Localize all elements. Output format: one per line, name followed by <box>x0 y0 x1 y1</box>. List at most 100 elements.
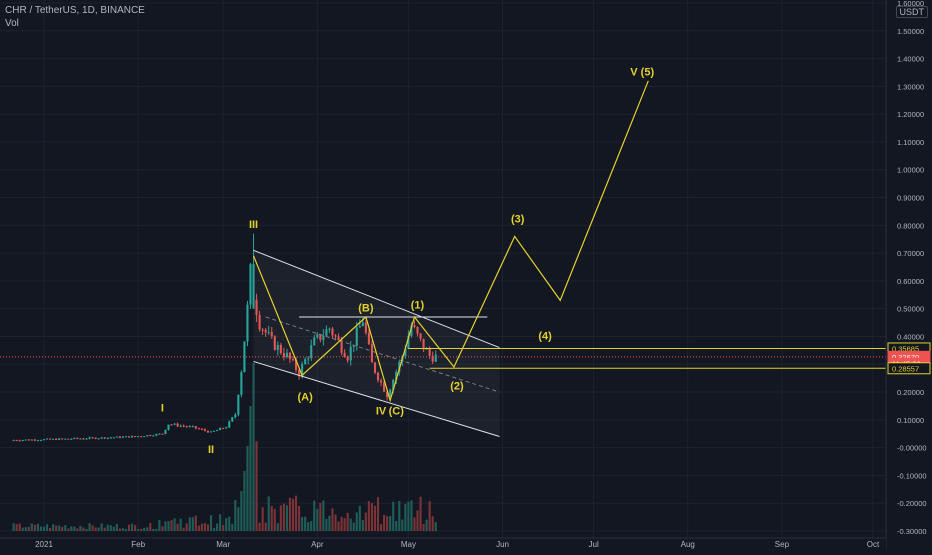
candle-body <box>219 427 222 431</box>
candle-body <box>55 438 58 440</box>
volume-indicator-label[interactable]: Vol <box>5 18 19 29</box>
price-badge-label: 0.35685 <box>892 344 919 353</box>
dashed-trend-line[interactable] <box>265 316 500 393</box>
wave-label[interactable]: V (5) <box>630 66 654 78</box>
y-tick-label: 1.60000 <box>897 0 924 8</box>
y-tick-label: 1.10000 <box>897 138 924 147</box>
wave-label[interactable]: III <box>249 219 258 231</box>
candle-body <box>410 325 413 337</box>
candle-body <box>349 346 352 361</box>
volume-bar <box>316 508 319 531</box>
candle-body <box>185 426 188 428</box>
x-tick-label: Jun <box>496 540 509 549</box>
volume-bar <box>170 520 173 531</box>
volume-bar <box>61 526 64 531</box>
candle-body <box>49 438 52 440</box>
volume-bar <box>407 501 410 531</box>
candle-body <box>140 436 143 438</box>
candle-body <box>158 433 161 435</box>
volume-bar <box>161 526 164 531</box>
volume-bar <box>276 523 279 531</box>
y-tick-label: 0.60000 <box>897 277 924 286</box>
channel-line[interactable] <box>253 361 500 437</box>
candle-body <box>21 440 24 442</box>
volume-bar <box>367 501 370 531</box>
volume-bar <box>401 519 404 531</box>
candle-body <box>97 438 100 440</box>
candle-body <box>194 426 197 429</box>
candle-body <box>304 359 307 365</box>
currency-badge[interactable]: USDT <box>895 6 928 18</box>
candle-body <box>322 335 325 340</box>
candle-body <box>288 352 292 360</box>
candle-body <box>352 345 355 347</box>
x-tick-label: Oct <box>867 540 880 549</box>
candle-body <box>389 389 392 398</box>
candle-body <box>42 439 46 441</box>
candle-body <box>255 299 258 315</box>
wave-label[interactable]: (2) <box>450 380 464 392</box>
candle-body <box>67 438 70 440</box>
wave-label[interactable]: II <box>208 444 214 456</box>
volume-bar <box>152 528 155 531</box>
candle-body <box>282 352 285 358</box>
volume-bar <box>282 503 285 531</box>
symbol-title[interactable]: CHR / TetherUS, 1D, BINANCE <box>5 5 145 16</box>
candle-body <box>36 440 39 442</box>
wave-label[interactable]: (A) <box>298 391 314 403</box>
candle-body <box>425 348 428 350</box>
candle-body <box>179 425 182 427</box>
volume-bar <box>85 528 88 531</box>
volume-bar <box>310 520 313 531</box>
y-tick-label: 0.90000 <box>897 194 924 203</box>
candle-body <box>30 439 33 441</box>
y-tick-label: -0.30000 <box>897 527 927 536</box>
wave-label[interactable]: IV <box>376 405 387 417</box>
channel-line[interactable] <box>253 249 500 349</box>
candle-body <box>276 344 279 350</box>
candle-body <box>100 437 103 439</box>
volume-bar <box>140 528 143 531</box>
candle-body <box>234 414 237 418</box>
candle-body <box>124 436 128 438</box>
volume-bar <box>55 525 58 531</box>
volume-bar <box>109 525 112 531</box>
wave-label[interactable]: (B) <box>358 302 374 314</box>
wave-label[interactable]: (4) <box>538 330 552 342</box>
volume-bar <box>431 516 434 531</box>
candle-body <box>212 430 216 432</box>
volume-bar <box>380 524 383 531</box>
candle-body <box>434 354 437 362</box>
volume-bar <box>179 518 182 531</box>
candle-body <box>383 382 386 392</box>
volume-bar <box>194 515 197 531</box>
wave-label[interactable]: I <box>161 403 164 415</box>
time-axis-panel[interactable] <box>0 538 886 550</box>
candle-body <box>307 358 310 360</box>
volume-bar <box>58 525 61 531</box>
volume-bar <box>422 523 425 531</box>
volume-bar <box>252 363 255 531</box>
candle-body <box>137 436 140 438</box>
wave-label[interactable]: (3) <box>511 214 525 226</box>
price-axis-panel[interactable] <box>886 0 932 550</box>
wave-label[interactable]: (C) <box>389 405 405 417</box>
volume-bar <box>15 524 18 531</box>
volume-bar <box>319 503 322 531</box>
price-badge-label: 0.28557 <box>892 364 919 373</box>
y-tick-label: -0.20000 <box>897 499 927 508</box>
candle-body <box>428 348 431 356</box>
candle-body <box>310 345 313 359</box>
candle-body <box>422 338 425 350</box>
volume-bar <box>398 501 401 531</box>
wave-label[interactable]: (1) <box>411 300 425 312</box>
volume-bar <box>42 526 46 531</box>
candle-body <box>376 372 380 381</box>
x-tick-label: Jul <box>589 540 599 549</box>
elliott-wave-path[interactable] <box>252 80 649 403</box>
price-badge-level[interactable] <box>887 362 931 375</box>
volume-bar <box>249 406 252 531</box>
candle-body <box>70 438 73 440</box>
